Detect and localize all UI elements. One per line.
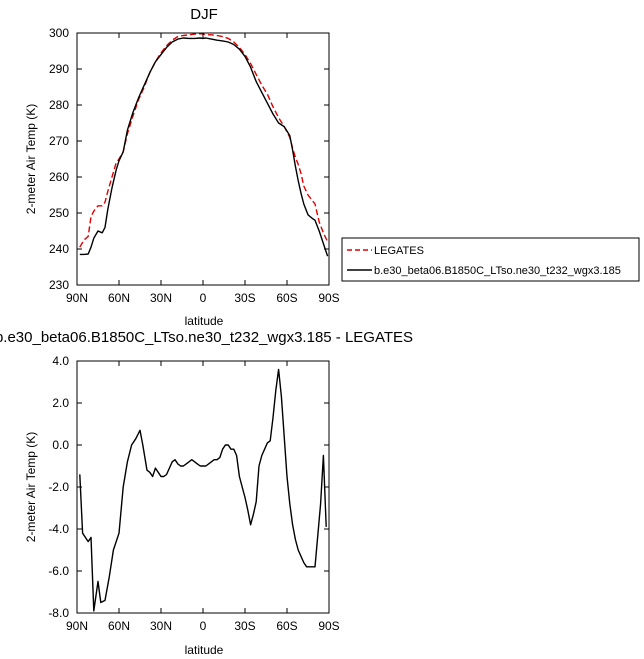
bottom-chart-x-label: latitude (185, 643, 224, 657)
y-tick-label: -6.0 (48, 564, 69, 578)
y-tick-label: 290 (49, 62, 69, 76)
x-tick-label: 30N (150, 619, 172, 633)
top-chart-panel: DJF 230 240 250 260 270 280 290 300 90N 60N 30N 0 3… (24, 6, 340, 328)
top-chart-y-label: 2-meter Air Temp (K) (24, 104, 38, 214)
legend-entry-legates: LEGATES (374, 245, 424, 257)
y-tick-label: 270 (49, 134, 69, 148)
y-tick-label: 4.0 (52, 354, 69, 368)
bottom-chart-x-ticks: 90N 60N 30N 0 30S 60S 90S (66, 361, 340, 633)
x-tick-label: 90N (66, 291, 88, 305)
x-tick-label: 60N (108, 619, 130, 633)
x-tick-label: 0 (200, 291, 207, 305)
top-chart-x-ticks: 90N 60N 30N 0 30S 60S 90S (66, 33, 340, 305)
x-tick-label: 90N (66, 619, 88, 633)
y-tick-label: -2.0 (48, 480, 69, 494)
x-tick-label: 60S (276, 291, 297, 305)
x-tick-label: 30S (234, 619, 255, 633)
y-tick-label: 0.0 (52, 438, 69, 452)
y-tick-label: -8.0 (48, 606, 69, 620)
top-chart-x-label: latitude (185, 314, 224, 328)
series-line-1 (79, 37, 329, 257)
y-tick-label: -4.0 (48, 522, 69, 536)
x-tick-label: 60S (276, 619, 297, 633)
x-tick-label: 30S (234, 291, 255, 305)
legend-box (341, 237, 640, 282)
top-chart-frame (76, 32, 330, 286)
top-chart-series-group (79, 33, 329, 257)
y-tick-label: 240 (49, 242, 69, 256)
bottom-chart-frame (76, 360, 330, 614)
x-tick-label: 90S (318, 291, 339, 305)
x-tick-label: 30N (150, 291, 172, 305)
legend-entry-model: b.e30_beta06.B1850C_LTso.ne30_t232_wgx3.… (374, 265, 621, 277)
bottom-chart-y-ticks: -8.0 -6.0 -4.0 -2.0 0.0 2.0 4.0 (48, 354, 329, 620)
y-tick-label: 2.0 (52, 396, 69, 410)
top-chart-legend: LEGATES b.e30_beta06.B1850C_LTso.ne30_t2… (341, 237, 640, 282)
bottom-chart-panel: b.e30_beta06.B1850C_LTso.ne30_t232_wgx3.… (0, 329, 413, 657)
y-tick-label: 260 (49, 170, 69, 184)
series-line-0 (79, 368, 327, 612)
x-tick-label: 0 (200, 619, 207, 633)
bottom-chart-series-group (79, 368, 327, 612)
bottom-chart-y-label: 2-meter Air Temp (K) (24, 432, 38, 542)
top-chart-title: DJF (190, 6, 218, 23)
y-tick-label: 280 (49, 98, 69, 112)
top-chart-y-ticks: 230 240 250 260 270 280 290 300 (49, 26, 329, 292)
y-tick-label: 300 (49, 26, 69, 40)
y-tick-label: 230 (49, 278, 69, 292)
x-tick-label: 90S (318, 619, 339, 633)
x-tick-label: 60N (108, 291, 130, 305)
y-tick-label: 250 (49, 206, 69, 220)
bottom-chart-title: b.e30_beta06.B1850C_LTso.ne30_t232_wgx3.… (0, 329, 413, 346)
